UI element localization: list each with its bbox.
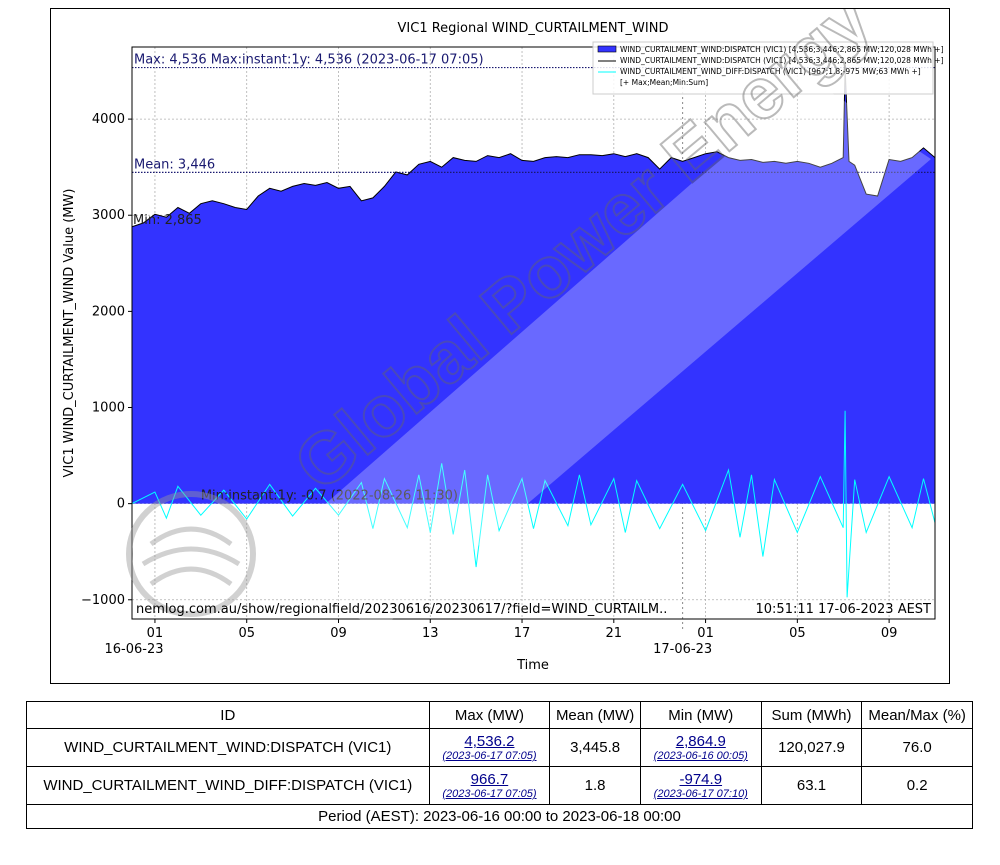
x-tick-label: 09 xyxy=(881,626,898,641)
row-min-cell: 2,864.9 (2023-06-16 00:05) xyxy=(639,728,762,767)
row-mean-max: 0.2 xyxy=(861,766,973,805)
axes: −1000 0 1000 2000 3000 4000 01 05 09 13 17 21 01 05 09… xyxy=(81,112,897,657)
y-tick-label: 1000 xyxy=(92,401,125,416)
x-tick-label: 01 xyxy=(147,626,164,641)
th-mean: Mean (MW) xyxy=(549,701,641,729)
th-min: Min (MW) xyxy=(639,701,762,729)
x-tick-label: 05 xyxy=(789,626,806,641)
y-tick-label: −1000 xyxy=(81,593,125,608)
legend-entry-0: WIND_CURTAILMENT_WIND:DISPATCH (VIC1) [4… xyxy=(620,45,944,54)
period-cell: Period (AEST): 2023-06-16 00:00 to 2023-… xyxy=(26,804,973,829)
annotation-label: Min: 2,865 xyxy=(133,213,202,228)
table-row: WIND_CURTAILMENT_WIND_DIFF:DISPATCH (VIC… xyxy=(26,766,973,805)
y-axis-label: VIC1 WIND_CURTAILMENT_WIND Value (MW) xyxy=(62,189,77,478)
row-mean: 1.8 xyxy=(549,766,641,805)
x-tick-label: 21 xyxy=(606,626,623,641)
row-mean-max: 76.0 xyxy=(861,728,973,767)
x-tick-label: 17 xyxy=(514,626,531,641)
row-min-time-link[interactable]: (2023-06-16 00:05) xyxy=(653,750,748,762)
y-tick-label: 2000 xyxy=(92,304,125,319)
legend: WIND_CURTAILMENT_WIND:DISPATCH (VIC1) [4… xyxy=(592,41,944,95)
legend-extra: [+ Max;Mean;Min:Sum] xyxy=(620,78,708,87)
th-mean-max: Mean/Max (%) xyxy=(861,701,973,729)
th-max: Max (MW) xyxy=(428,701,551,729)
row-id: WIND_CURTAILMENT_WIND_DIFF:DISPATCH (VIC… xyxy=(26,766,430,805)
x-tick-label: 01 xyxy=(697,626,714,641)
watermark-logo-icon xyxy=(126,491,256,617)
row-min-cell: -974.9 (2023-06-17 07:10) xyxy=(639,766,762,805)
reference-label: Mean: 3,446 xyxy=(134,157,215,172)
legend-entry-1: WIND_CURTAILMENT_WIND:DISPATCH (VIC1) [4… xyxy=(620,56,944,65)
row-max-cell: 966.7 (2023-06-17 07:05) xyxy=(428,766,551,805)
row-sum: 63.1 xyxy=(760,766,863,805)
row-max-link[interactable]: 966.7 xyxy=(470,771,509,788)
footer-timestamp: 10:51:11 17-06-2023 AEST xyxy=(756,602,932,617)
plot-area xyxy=(132,67,935,598)
x-date-label: 17-06-23 xyxy=(653,642,712,657)
table-period-row: Period (AEST): 2023-06-16 00:00 to 2023-… xyxy=(26,804,973,829)
x-axis-label: Time xyxy=(516,658,549,673)
series-diff-line xyxy=(132,410,935,598)
row-min-link[interactable]: -974.9 xyxy=(679,771,723,788)
reference-label: Max: 4,536 Max:instant:1y: 4,536 (2023-0… xyxy=(134,53,484,68)
table-header-row: ID Max (MW) Mean (MW) Min (MW) Sum (MWh)… xyxy=(26,701,973,729)
x-tick-label: 13 xyxy=(422,626,439,641)
y-tick-label: 0 xyxy=(117,497,125,512)
row-min-time-link[interactable]: (2023-06-17 07:10) xyxy=(653,788,748,800)
row-max-link[interactable]: 4,536.2 xyxy=(464,733,515,750)
row-mean: 3,445.8 xyxy=(549,728,641,767)
row-sum: 120,027.9 xyxy=(760,728,863,767)
chart-container: VIC1 Regional WIND_CURTAILMENT_WIND Max:… xyxy=(50,8,950,684)
table-row: WIND_CURTAILMENT_WIND:DISPATCH (VIC1) 4,… xyxy=(26,728,973,767)
x-tick-label: 09 xyxy=(330,626,347,641)
chart-svg: VIC1 Regional WIND_CURTAILMENT_WIND Max:… xyxy=(62,9,944,673)
y-tick-label: 4000 xyxy=(92,112,125,127)
plot-border xyxy=(131,46,936,620)
row-max-time-link[interactable]: (2023-06-17 07:05) xyxy=(442,788,537,800)
footer-url: nemlog.com.au/show/regionalfield/2023061… xyxy=(136,602,667,617)
row-max-time-link[interactable]: (2023-06-17 07:05) xyxy=(442,750,537,762)
y-tick-label: 3000 xyxy=(92,208,125,223)
row-max-cell: 4,536.2 (2023-06-17 07:05) xyxy=(428,728,551,767)
legend-entry-2: WIND_CURTAILMENT_WIND_DIFF:DISPATCH (VIC… xyxy=(620,67,921,76)
chart-title: VIC1 Regional WIND_CURTAILMENT_WIND xyxy=(398,21,669,36)
annotation-label: Min:instant:1y: -0.7 (2022-08-26 11:30) xyxy=(201,489,458,504)
legend-swatch-area xyxy=(597,45,617,53)
series-area-fill xyxy=(132,67,935,504)
x-date-label: 16-06-23 xyxy=(104,642,163,657)
th-sum: Sum (MWh) xyxy=(760,701,863,729)
th-id: ID xyxy=(26,701,430,729)
stats-table: ID Max (MW) Mean (MW) Min (MW) Sum (MWh)… xyxy=(26,701,973,829)
series-area-line xyxy=(132,67,935,228)
x-tick-label: 05 xyxy=(238,626,255,641)
row-id: WIND_CURTAILMENT_WIND:DISPATCH (VIC1) xyxy=(26,728,430,767)
row-min-link[interactable]: 2,864.9 xyxy=(675,733,726,750)
